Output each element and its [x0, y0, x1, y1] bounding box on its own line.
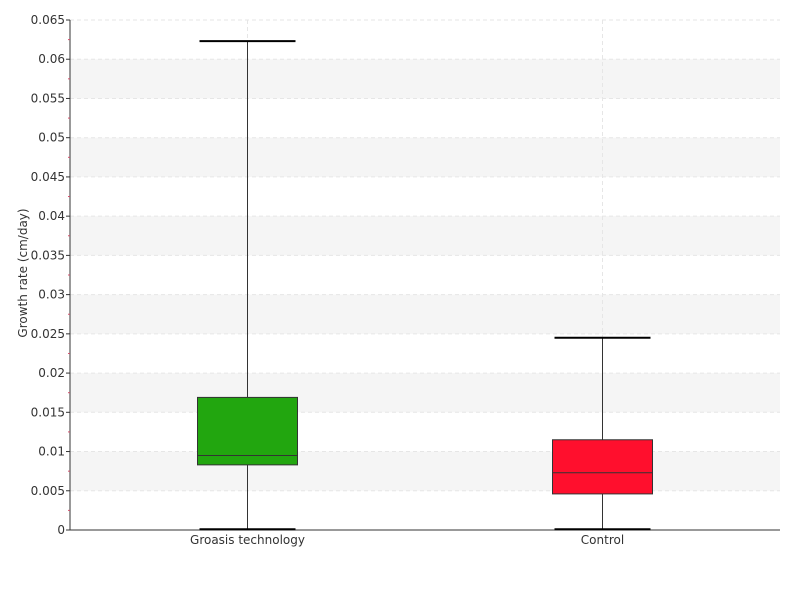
x-category-label: Control	[581, 533, 624, 547]
y-tick-label: 0.065	[31, 13, 65, 27]
y-tick-label: 0.05	[38, 131, 65, 145]
y-tick-label: 0.025	[31, 327, 65, 341]
y-axis-title: Growth rate (cm/day)	[16, 208, 30, 337]
y-tick-label: 0.06	[38, 52, 65, 66]
y-tick-label: 0.055	[31, 91, 65, 105]
box-1	[552, 336, 653, 531]
y-tick-label: 0.03	[38, 288, 65, 302]
plot-background-bands	[70, 59, 780, 491]
iqr-box	[197, 396, 298, 466]
background-band	[70, 216, 780, 256]
background-band	[70, 137, 780, 177]
background-band	[70, 373, 780, 413]
iqr-box	[552, 439, 653, 495]
y-tick-label: 0.045	[31, 170, 65, 184]
box-series	[197, 40, 653, 531]
y-axis-ticks: 0 0.005 0.01 0.015 0.02 0.025 0.03 0.035 0.04 0.0…	[31, 13, 70, 537]
y-tick-label: 0.015	[31, 405, 65, 419]
x-axis-category-labels: Groasis technology Control	[190, 533, 624, 547]
y-tick-label: 0.04	[38, 209, 65, 223]
y-tick-label: 0	[57, 523, 65, 537]
box-0	[197, 40, 298, 531]
background-band	[70, 451, 780, 491]
y-tick-label: 0.005	[31, 484, 65, 498]
background-band	[70, 294, 780, 334]
y-tick-label: 0.01	[38, 445, 65, 459]
y-tick-label: 0.035	[31, 248, 65, 262]
background-band	[70, 59, 780, 99]
x-category-label: Groasis technology	[190, 533, 305, 547]
y-tick-label: 0.02	[38, 366, 65, 380]
